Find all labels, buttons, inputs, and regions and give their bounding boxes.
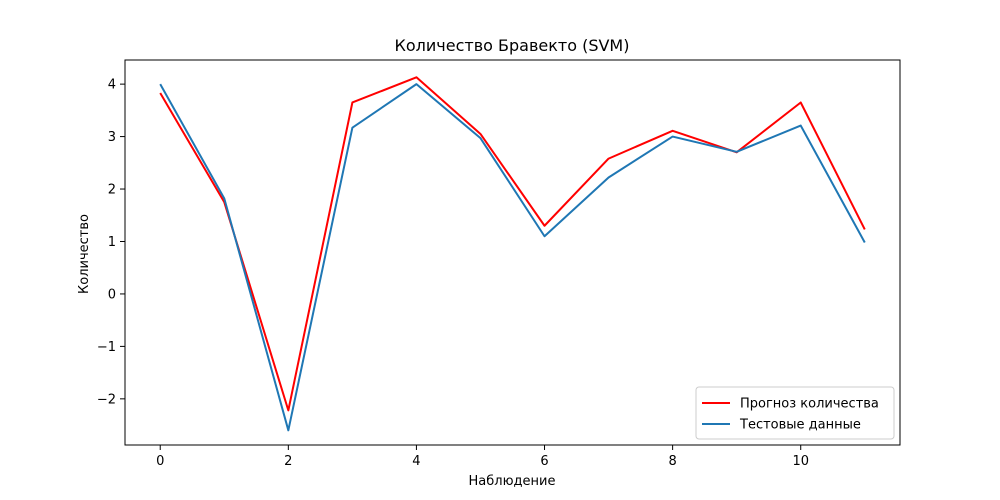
- legend-label-1: Прогноз количества: [740, 397, 879, 412]
- legend-box: [695, 386, 895, 440]
- axes-frame: [124, 59, 901, 446]
- x-tick-label: 4: [412, 454, 420, 469]
- series-line-2: [159, 83, 866, 432]
- y-tick-label: 2: [108, 183, 116, 198]
- x-tick-label: 10: [792, 454, 809, 469]
- y-tick-label: 4: [108, 78, 116, 93]
- legend-label-2: Тестовые данные: [739, 418, 861, 433]
- y-tick-label: −2: [97, 392, 116, 407]
- series-line-1: [159, 76, 866, 412]
- y-tick-label: −1: [97, 340, 116, 355]
- legend: Прогноз количества Тестовые данные: [695, 386, 895, 440]
- plot-area: 0 2 4 6 8 10 −2 −1 0 1 2 3 4: [97, 59, 901, 469]
- x-tick-label: 0: [156, 454, 164, 469]
- x-tick-label: 2: [284, 454, 292, 469]
- y-tick-label: 3: [108, 130, 116, 145]
- x-axis-title: Наблюдение: [469, 474, 556, 489]
- y-tick-label: 0: [108, 287, 116, 302]
- chart-title: Количество Бравекто (SVM): [395, 36, 630, 55]
- y-axis-title: Количество: [77, 214, 92, 294]
- x-tick-label: 8: [668, 454, 676, 469]
- y-tick-label: 1: [108, 235, 116, 250]
- x-tick-label: 6: [540, 454, 548, 469]
